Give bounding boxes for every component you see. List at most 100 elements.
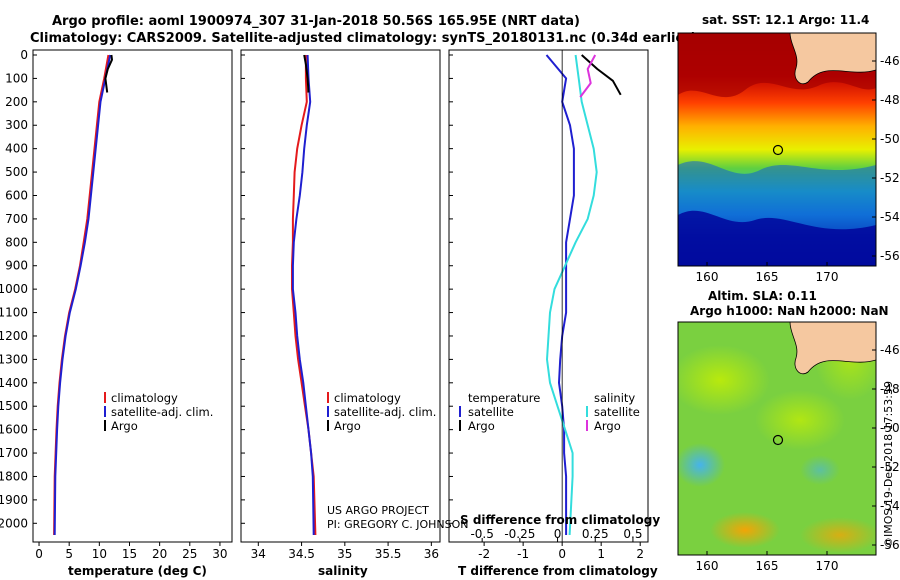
- s-diff-tick-label: 0.25: [582, 527, 609, 541]
- x-tick-label: 15: [122, 547, 137, 561]
- temperature-axis-label: temperature (deg C): [68, 564, 207, 578]
- legend-s-satellite: satellite: [594, 405, 640, 419]
- x-tick-label: 30: [212, 547, 227, 561]
- difference-panel: [448, 49, 649, 543]
- lat-tick-label: -48: [880, 382, 900, 396]
- depth-tick-label: 1900: [0, 493, 28, 507]
- legend-swatch-climatology: [104, 392, 106, 403]
- sla-map-title: Altim. SLA: 0.11: [708, 289, 817, 303]
- profile-line-argo: [303, 54, 310, 93]
- legend-argo: Argo: [334, 419, 361, 433]
- lat-tick-label: -46: [880, 54, 900, 68]
- lat-tick-label: -52: [880, 460, 900, 474]
- sst-float-marker: [772, 144, 784, 156]
- difference-profiles: [545, 50, 622, 542]
- depth-tick-label: 0: [20, 48, 28, 62]
- depth-tick-label: 1500: [0, 399, 28, 413]
- figure-title-line2: Climatology: CARS2009. Satellite-adjuste…: [30, 31, 697, 46]
- lat-tick-label: -56: [880, 249, 900, 263]
- x-tick-label: -2: [478, 547, 490, 561]
- depth-tick-label: 2000: [0, 516, 28, 530]
- sla-longitude-ticks: 160 165 170: [696, 551, 839, 573]
- legend-argo: Argo: [111, 419, 138, 433]
- depth-tick-label: 100: [5, 71, 28, 85]
- salinity-axis-label: salinity: [318, 564, 368, 578]
- difference-legend: temperature satellite Argo salinity sate…: [459, 391, 640, 433]
- s-difference-axis-label: S difference from climatology: [460, 513, 660, 527]
- lat-tick-label: -48: [880, 93, 900, 107]
- depth-tick-label: 600: [5, 188, 28, 202]
- legend-swatch-s-satellite: [586, 406, 588, 417]
- credit-project: US ARGO PROJECT: [327, 504, 429, 517]
- x-tick-label: 0: [35, 547, 43, 561]
- profile-line-climatology: [53, 54, 110, 536]
- t-difference-x-ticks: -2 -1 0 1 2: [478, 542, 644, 561]
- lon-tick-label: 165: [756, 270, 779, 284]
- legend-swatch-t-argo: [459, 420, 461, 431]
- lon-tick-label: 160: [696, 559, 719, 573]
- depth-tick-label: 900: [5, 259, 28, 273]
- salinity-profiles: [291, 54, 317, 536]
- depth-tick-label: 1000: [0, 282, 28, 296]
- legend-s-argo: Argo: [594, 419, 621, 433]
- profile-line-s-satellite: [546, 54, 598, 536]
- legend-swatch-satellite: [104, 406, 106, 417]
- depth-axis: 0 100 200 300 400 500 600 700 800 900 1000 1100 1200…: [0, 48, 453, 530]
- legend-swatch-climatology: [327, 392, 329, 403]
- x-tick-label: 34: [251, 547, 266, 561]
- x-tick-label: 1: [597, 547, 605, 561]
- lat-tick-label: -50: [880, 421, 900, 435]
- sst-latitude-ticks: -46 -48 -50 -52 -54 -56: [872, 54, 900, 263]
- x-tick-label: 0: [558, 547, 566, 561]
- lon-tick-label: 170: [816, 270, 839, 284]
- depth-tick-label: 400: [5, 142, 28, 156]
- legend-swatch-s-argo: [586, 420, 588, 431]
- lat-tick-label: -54: [880, 499, 900, 513]
- sla-float-marker: [772, 434, 784, 446]
- sst-map-title: sat. SST: 12.1 Argo: 11.4: [702, 13, 869, 27]
- depth-tick-label: 500: [5, 165, 28, 179]
- legend-climatology: climatology: [111, 391, 178, 405]
- temperature-x-ticks: 0 5 10 15 20 25 30: [35, 542, 228, 561]
- temperature-panel: [32, 49, 233, 543]
- profile-line-t-satellite: [545, 54, 575, 535]
- legend-t-satellite: satellite: [468, 405, 514, 419]
- lat-tick-label: -52: [880, 171, 900, 185]
- legend-swatch-satellite: [327, 406, 329, 417]
- s-diff-tick-label: -0.25: [504, 527, 535, 541]
- temperature-profiles: [53, 54, 113, 536]
- lon-tick-label: 170: [816, 559, 839, 573]
- salinity-x-ticks: 34 34.5 35 35.5 36: [251, 542, 439, 561]
- s-diff-tick-label: 0.5: [623, 527, 642, 541]
- sla-map: [678, 322, 876, 555]
- depth-tick-label: 300: [5, 118, 28, 132]
- sla-latitude-ticks: -46 -48 -50 -52 -54 -56: [872, 343, 900, 552]
- profile-line-argo: [104, 54, 113, 93]
- depth-tick-label: 1800: [0, 469, 28, 483]
- legend-swatch-argo: [327, 420, 329, 431]
- credit-pi: PI: GREGORY C. JOHNSON: [327, 518, 468, 531]
- salinity-legend: climatology satellite-adj. clim. Argo: [327, 391, 436, 433]
- x-tick-label: 35: [337, 547, 352, 561]
- depth-tick-label: 1600: [0, 423, 28, 437]
- lon-tick-label: 165: [756, 559, 779, 573]
- sla-map-frame: [677, 321, 877, 556]
- x-tick-label: 20: [152, 547, 167, 561]
- legend-satellite: satellite-adj. clim.: [111, 405, 213, 419]
- profile-line-satellite-adj-clim-: [53, 54, 112, 536]
- lat-tick-label: -50: [880, 132, 900, 146]
- sst-longitude-ticks: 160 165 170: [696, 262, 839, 284]
- salinity-panel: [240, 49, 441, 543]
- depth-tick-label: 800: [5, 235, 28, 249]
- lat-tick-label: -46: [880, 343, 900, 357]
- x-tick-label: -1: [517, 547, 529, 561]
- x-tick-label: 25: [182, 547, 197, 561]
- temperature-legend: climatology satellite-adj. clim. Argo: [104, 391, 213, 433]
- depth-tick-label: 1400: [0, 376, 28, 390]
- legend-t-argo: Argo: [468, 419, 495, 433]
- profile-line-satellite-adj-clim-: [291, 54, 315, 536]
- sst-map-frame: [677, 32, 877, 267]
- lat-tick-label: -54: [880, 210, 900, 224]
- depth-tick-label: 1200: [0, 329, 28, 343]
